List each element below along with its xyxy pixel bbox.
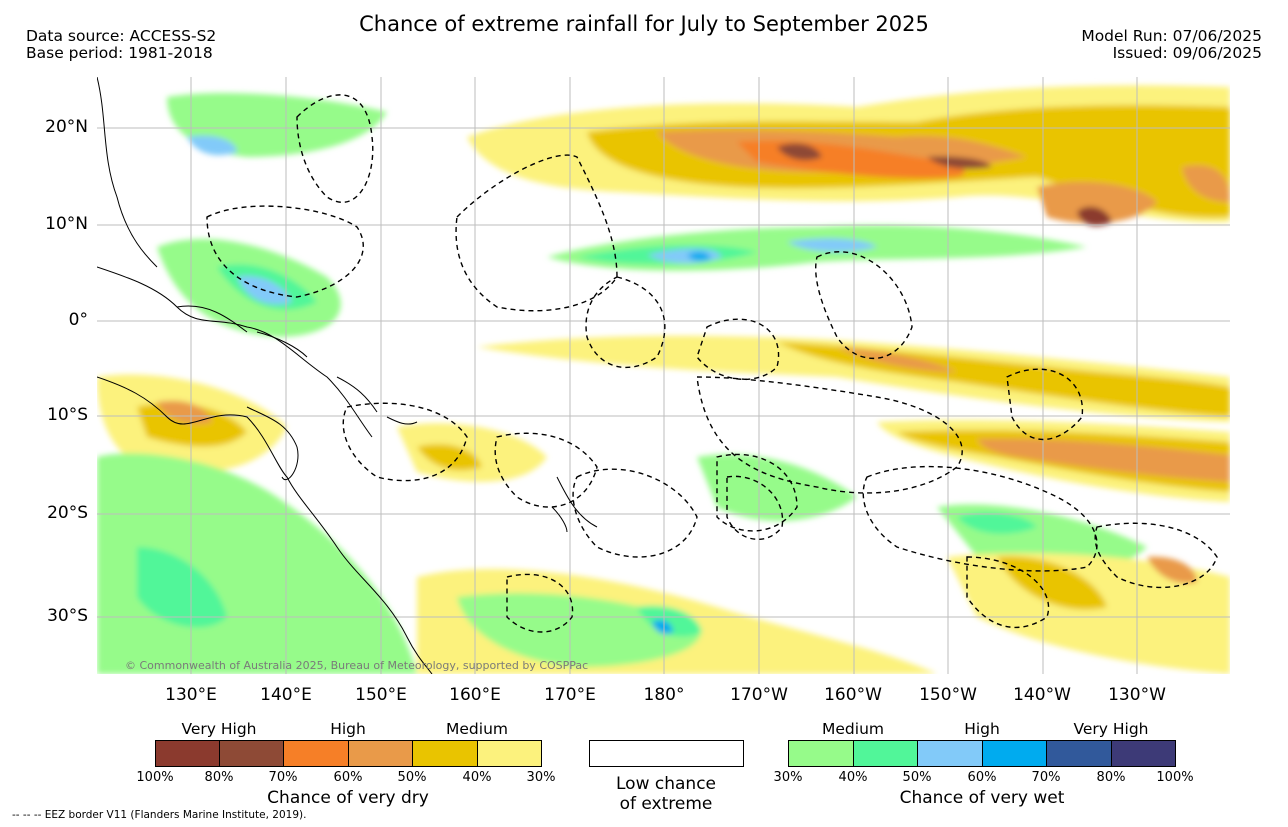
low-chance-line2: of extreme [619, 794, 713, 814]
wet-swatch-80-100 [1111, 740, 1176, 767]
wet-tick-30: 30% [773, 770, 803, 785]
eez-borders [206, 94, 1218, 633]
dry-swatch-80-70 [219, 740, 284, 767]
dry-swatch-100-80 [155, 740, 220, 767]
wet-swatch-40-50 [853, 740, 918, 767]
low-chance-label: Low chance of extreme [586, 774, 746, 814]
wet-legend-header-high: High [964, 720, 1000, 738]
lon-tick-140w: 140°W [1013, 685, 1071, 705]
dry-tick-70: 70% [268, 770, 298, 785]
lat-tick-20s: 20°S [47, 503, 88, 523]
dry-legend-header-high: High [330, 720, 366, 738]
map-canvas [97, 77, 1230, 674]
graticule [97, 77, 1230, 674]
dry-swatch-70-60 [283, 740, 349, 767]
model-run-label: Model Run: 07/06/2025 [1081, 27, 1262, 45]
lon-tick-140e: 140°E [260, 685, 312, 705]
low-chance-swatch [589, 740, 744, 767]
lon-tick-170e: 170°E [544, 685, 596, 705]
wet-tick-40: 40% [838, 770, 868, 785]
wet-legend-header-medium: Medium [822, 720, 884, 738]
dry-swatch-50-40 [412, 740, 478, 767]
wet-tick-70: 70% [1031, 770, 1061, 785]
coastlines [97, 77, 598, 674]
lat-tick-10s: 10°S [47, 405, 88, 425]
dry-tick-50: 50% [397, 770, 427, 785]
wet-swatch-60-70 [982, 740, 1047, 767]
map-title: Chance of extreme rainfall for July to S… [359, 12, 929, 36]
lat-tick-20n: 20°N [45, 117, 88, 137]
lon-tick-180: 180° [643, 685, 685, 705]
lon-tick-170w: 170°W [730, 685, 788, 705]
dry-tick-40: 40% [462, 770, 492, 785]
wet-tick-100: 100% [1156, 770, 1194, 785]
lon-tick-130e: 130°E [165, 685, 217, 705]
copyright-notice: © Commonwealth of Australia 2025, Bureau… [125, 659, 589, 672]
wet-swatch-50-60 [917, 740, 983, 767]
wet-swatch-70-80 [1046, 740, 1112, 767]
dry-legend-title: Chance of very dry [267, 788, 429, 808]
dry-tick-30: 30% [526, 770, 556, 785]
dry-tick-60: 60% [333, 770, 363, 785]
dry-swatch-40-30 [477, 740, 542, 767]
eez-footnote: -- -- -- EEZ border V11 (Flanders Marine… [12, 809, 307, 821]
issued-label: Issued: 09/06/2025 [1112, 44, 1262, 62]
lon-tick-150w: 150°W [919, 685, 977, 705]
wet-swatch-30-40 [788, 740, 854, 767]
wet-tick-80: 80% [1096, 770, 1126, 785]
lat-tick-0: 0° [68, 310, 88, 330]
lon-tick-130w: 130°W [1108, 685, 1166, 705]
dry-swatch-60-50 [348, 740, 413, 767]
wet-tick-50: 50% [902, 770, 932, 785]
lat-tick-30s: 30°S [47, 606, 88, 626]
data-source-label: Data source: ACCESS-S2 [26, 27, 217, 45]
base-period-label: Base period: 1981-2018 [26, 44, 213, 62]
lon-tick-160e: 160°E [449, 685, 501, 705]
wet-legend-title: Chance of very wet [899, 788, 1065, 808]
dry-legend-header-very-high: Very High [181, 720, 257, 738]
lon-tick-150e: 150°E [355, 685, 407, 705]
low-chance-line1: Low chance [616, 774, 716, 794]
rainfall-map [97, 77, 1230, 674]
dry-tick-80: 80% [204, 770, 234, 785]
wet-legend-header-very-high: Very High [1073, 720, 1149, 738]
dry-tick-100: 100% [136, 770, 174, 785]
wet-tick-60: 60% [967, 770, 997, 785]
lon-tick-160w: 160°W [824, 685, 882, 705]
lat-tick-10n: 10°N [45, 214, 88, 234]
dry-legend-header-medium: Medium [446, 720, 508, 738]
